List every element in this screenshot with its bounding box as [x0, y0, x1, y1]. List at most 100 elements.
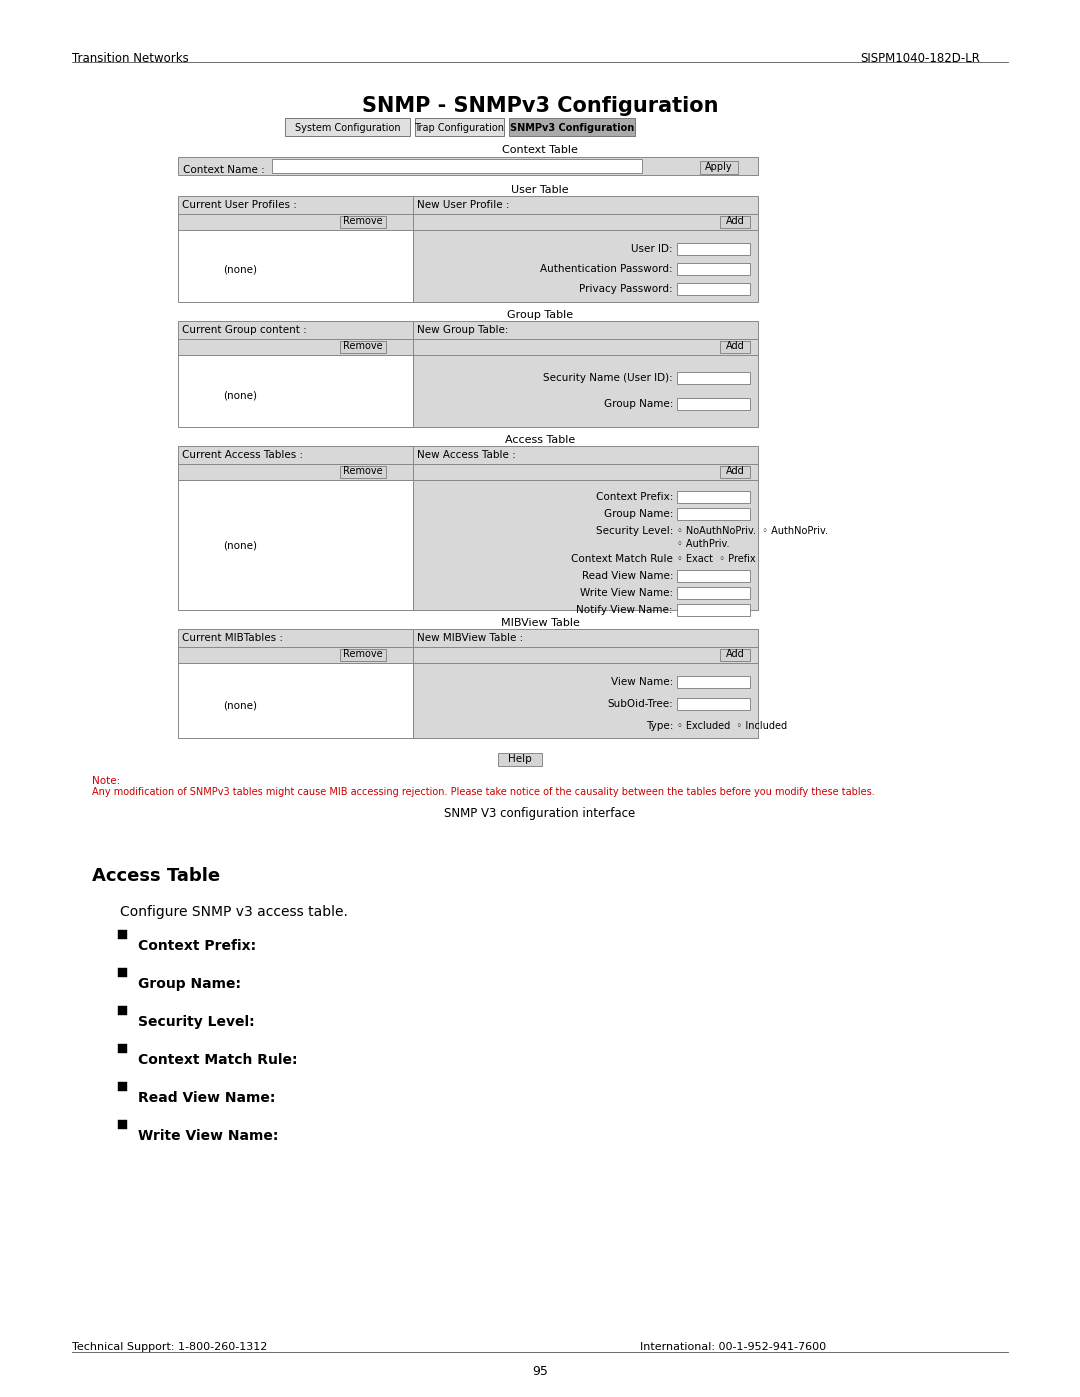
Bar [178, 214, 413, 231]
Text: View Name:: View Name: [611, 678, 673, 687]
Text: Notify View Name:: Notify View Name: [577, 605, 673, 615]
Text: Read View Name: set up the read view.: Read View Name: set up the read view. [138, 1091, 410, 1105]
Text: System Configuration: System Configuration [295, 123, 401, 133]
Text: International: 00-1-952-941-7600: International: 00-1-952-941-7600 [640, 1343, 826, 1352]
Text: Context Table: Context Table [502, 145, 578, 155]
Bar [178, 156, 758, 175]
Bar [677, 243, 750, 256]
Text: Context Match Rule:: Context Match Rule: [138, 1053, 297, 1067]
Bar [178, 481, 413, 610]
Text: (none): (none) [222, 541, 257, 550]
Bar [413, 214, 758, 231]
Text: ◦ Exact  ◦ Prefix: ◦ Exact ◦ Prefix [677, 555, 756, 564]
Bar [677, 372, 750, 384]
Bar [413, 629, 758, 647]
Text: Current Group content :: Current Group content : [183, 326, 307, 335]
Text: Read View Name:: Read View Name: [138, 1091, 275, 1105]
Text: New Access Table :: New Access Table : [417, 450, 516, 460]
Text: Add: Add [726, 217, 744, 226]
Bar [413, 464, 758, 481]
Text: Group Name:: Group Name: [138, 977, 241, 990]
Text: Security Name (User ID):: Security Name (User ID): [543, 373, 673, 383]
Text: Current MIBTables :: Current MIBTables : [183, 633, 283, 643]
Text: Security Level: select the access level.: Security Level: select the access level. [138, 1016, 406, 1030]
Text: Privacy Password:: Privacy Password: [579, 284, 673, 293]
Text: Type:: Type: [646, 721, 673, 731]
Bar [118, 968, 127, 977]
Text: (none): (none) [222, 701, 257, 711]
Text: Read View Name:: Read View Name: [581, 571, 673, 581]
Bar [340, 650, 386, 661]
Text: ◦ NoAuthNoPriv.  ◦ AuthNoPriv.: ◦ NoAuthNoPriv. ◦ AuthNoPriv. [677, 527, 828, 536]
Text: Context Prefix:: Context Prefix: [138, 939, 256, 953]
Bar [498, 753, 542, 766]
Bar [413, 339, 758, 355]
Text: Context Prefix: set up the context name.: Context Prefix: set up the context name. [138, 939, 420, 953]
Text: 95: 95 [532, 1365, 548, 1377]
Text: Transition Networks: Transition Networks [72, 52, 189, 66]
Text: Security Level:: Security Level: [596, 527, 673, 536]
Text: New MIBView Table :: New MIBView Table : [417, 633, 523, 643]
Bar [118, 1083, 127, 1091]
Bar [413, 647, 758, 664]
Bar [178, 647, 413, 664]
Text: Remove: Remove [343, 650, 382, 659]
Bar [677, 490, 750, 503]
Text: Apply: Apply [705, 162, 733, 172]
Text: Any modification of SNMPv3 tables might cause MIB accessing rejection. Please ta: Any modification of SNMPv3 tables might … [92, 787, 875, 798]
Text: Current User Profiles :: Current User Profiles : [183, 200, 297, 210]
Bar [413, 231, 758, 302]
Bar [413, 196, 758, 214]
Bar [118, 1044, 127, 1053]
Text: SISPM1040-182D-LR: SISPM1040-182D-LR [860, 52, 980, 66]
Bar [720, 341, 750, 353]
Bar [677, 587, 750, 599]
Text: Add: Add [726, 341, 744, 351]
Text: Remove: Remove [343, 217, 382, 226]
Bar [178, 321, 413, 339]
Bar [178, 196, 413, 214]
Text: Access Table: Access Table [504, 434, 576, 446]
Text: Security Level:: Security Level: [138, 1016, 255, 1030]
Text: SNMPv3 Configuration: SNMPv3 Configuration [510, 123, 634, 133]
Text: Remove: Remove [343, 341, 382, 351]
Text: (none): (none) [222, 390, 257, 400]
Text: Add: Add [726, 467, 744, 476]
Bar [413, 355, 758, 427]
Bar [285, 117, 410, 136]
Bar [413, 664, 758, 738]
Text: Read View Name:: Read View Name: [138, 1091, 275, 1105]
Text: Context Match Rule: Context Match Rule [571, 555, 673, 564]
Bar [118, 1006, 127, 1016]
Bar [720, 467, 750, 478]
Bar [178, 231, 413, 302]
Bar [178, 464, 413, 481]
Text: Write View Name: set up the write view.: Write View Name: set up the write view. [138, 1129, 416, 1143]
Bar [178, 355, 413, 427]
Text: Authentication Password:: Authentication Password: [540, 264, 673, 274]
Text: Group Name:: Group Name: [604, 400, 673, 409]
Bar [677, 698, 750, 710]
Text: ◦ Excluded  ◦ Included: ◦ Excluded ◦ Included [677, 721, 787, 731]
Text: (none): (none) [222, 265, 257, 275]
Text: Group Name:: Group Name: [138, 977, 241, 990]
Text: Context Prefix: set up the context name.: Context Prefix: set up the context name. [138, 939, 420, 953]
Bar [413, 481, 758, 610]
Text: Trap Configuration: Trap Configuration [415, 123, 504, 133]
Text: Note:: Note: [92, 775, 120, 787]
Bar [178, 664, 413, 738]
Bar [509, 117, 635, 136]
Bar [677, 284, 750, 295]
Text: Technical Support: 1-800-260-1312: Technical Support: 1-800-260-1312 [72, 1343, 268, 1352]
Text: Access Table: Access Table [92, 868, 220, 886]
Text: Read View Name: set up the read view.: Read View Name: set up the read view. [138, 1091, 410, 1105]
Bar [178, 629, 413, 647]
Text: Write View Name: set up the write view.: Write View Name: set up the write view. [138, 1129, 416, 1143]
Bar [700, 161, 738, 175]
Bar [720, 217, 750, 228]
Text: Write View Name:: Write View Name: [138, 1129, 279, 1143]
Text: Add: Add [726, 650, 744, 659]
Text: Context Name :: Context Name : [183, 165, 265, 175]
Text: SNMP - SNMPv3 Configuration: SNMP - SNMPv3 Configuration [362, 96, 718, 116]
Text: Context Prefix:: Context Prefix: [596, 492, 673, 502]
